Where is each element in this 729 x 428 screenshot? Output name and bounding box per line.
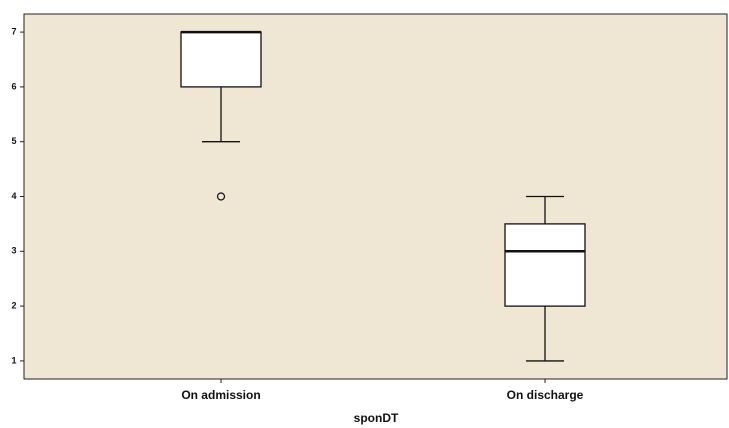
- y-tick-label: 6: [11, 81, 16, 91]
- outlier: [216, 192, 226, 201]
- x-axis-label: sponDT: [354, 411, 399, 425]
- y-tick-label: 4: [11, 191, 16, 201]
- box: [180, 31, 262, 88]
- y-tick-label: 5: [11, 136, 16, 146]
- x-tick-label: On discharge: [507, 388, 584, 402]
- plot-area: [23, 13, 728, 380]
- y-tick-label: 7: [11, 26, 16, 36]
- y-tick-label: 2: [11, 300, 16, 310]
- y-tick-label: 1: [11, 355, 16, 365]
- y-tick-label: 3: [11, 246, 16, 256]
- x-tick-label: On admission: [181, 388, 260, 402]
- box: [504, 223, 586, 307]
